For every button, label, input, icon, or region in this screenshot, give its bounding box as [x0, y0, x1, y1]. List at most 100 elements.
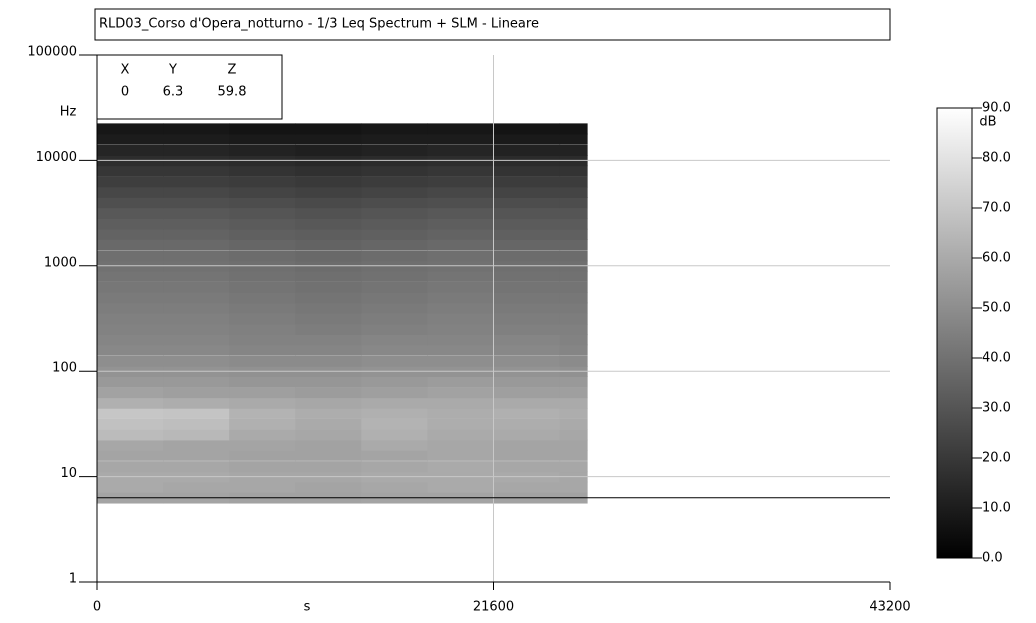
x-axis-label: s — [304, 600, 311, 615]
heatmap-cell — [295, 376, 362, 388]
heatmap-cell — [229, 302, 296, 314]
heatmap-cell — [427, 218, 494, 230]
heatmap-cell — [163, 439, 230, 451]
heatmap-cell — [493, 238, 561, 251]
heatmap-cell — [163, 250, 230, 262]
heatmap-cell — [229, 313, 296, 325]
heatmap-cell — [559, 281, 588, 293]
heatmap-cell — [229, 218, 296, 230]
heatmap-cell — [163, 429, 230, 441]
heatmap-cell — [493, 176, 561, 188]
heatmap-cell — [493, 387, 561, 399]
heatmap-cell — [295, 481, 362, 493]
heatmap-cell — [295, 407, 362, 419]
heatmap-cell — [97, 429, 164, 441]
heatmap-cell — [559, 270, 588, 282]
heatmap-cell — [229, 418, 296, 430]
heatmap-cell — [559, 397, 588, 409]
heatmap-cell — [295, 133, 362, 145]
heatmap-cell — [97, 376, 164, 388]
heatmap-cell — [295, 218, 362, 230]
heatmap-cell — [361, 323, 428, 336]
heatmap-cell — [361, 228, 428, 240]
heatmap-cell — [163, 165, 230, 177]
heatmap-cell — [229, 133, 296, 145]
heatmap-cell — [97, 323, 164, 336]
heatmap-cell — [493, 449, 561, 461]
heatmap-cell — [427, 334, 494, 346]
heatmap-cell — [427, 313, 494, 325]
heatmap-cell — [559, 123, 588, 135]
heatmap-cell — [361, 176, 428, 188]
heatmap-cell — [427, 250, 494, 262]
heatmap-cell — [229, 387, 296, 399]
heatmap-cell — [163, 302, 230, 314]
heatmap-cell — [97, 250, 164, 262]
heatmap-cell — [295, 197, 362, 209]
heatmap-cell — [229, 481, 296, 493]
heatmap-cell — [361, 144, 428, 156]
colorbar-tick-label: 60.0 — [982, 251, 1011, 266]
heatmap-cell — [559, 344, 588, 356]
heatmap-cell — [97, 449, 164, 461]
heatmap-cell — [229, 323, 296, 336]
colorbar-tick-label: 10.0 — [982, 501, 1011, 516]
colorbar-label: dB — [979, 115, 996, 130]
heatmap-cell — [361, 481, 428, 493]
heatmap-cell — [427, 355, 494, 367]
heatmap-cell — [559, 207, 588, 220]
heatmap-cell — [559, 218, 588, 230]
heatmap-cell — [229, 407, 296, 419]
heatmap-cell — [493, 355, 561, 367]
heatmap-cell — [97, 344, 164, 356]
heatmap-cell — [295, 144, 362, 156]
heatmap-cell — [97, 197, 164, 209]
heatmap-cell — [163, 344, 230, 356]
heatmap-cell — [97, 313, 164, 325]
heatmap-cell — [559, 418, 588, 430]
heatmap-cell — [97, 144, 164, 156]
heatmap-cell — [427, 439, 494, 451]
heatmap-cell — [163, 481, 230, 493]
heatmap-cell — [493, 123, 561, 135]
heatmap-cell — [427, 429, 494, 441]
cursor-value: 59.8 — [218, 85, 247, 100]
heatmap-cell — [163, 292, 230, 304]
heatmap-cell — [163, 313, 230, 325]
colorbar-tick-label: 70.0 — [982, 201, 1011, 216]
heatmap-cell — [427, 165, 494, 177]
heatmap-cell — [493, 313, 561, 325]
cursor-value: 6.3 — [163, 85, 184, 100]
heatmap-cell — [361, 397, 428, 409]
heatmap-cell — [229, 376, 296, 388]
heatmap-cell — [361, 197, 428, 209]
heatmap-cell — [493, 218, 561, 230]
heatmap-cell — [559, 176, 588, 188]
colorbar-tick-label: 0.0 — [982, 551, 1003, 566]
heatmap-cell — [97, 270, 164, 282]
heatmap-cell — [229, 123, 296, 135]
heatmap-cell — [163, 387, 230, 399]
heatmap-cell — [361, 439, 428, 451]
heatmap-cell — [559, 323, 588, 336]
heatmap-cell — [559, 186, 588, 198]
heatmap-cell — [97, 123, 164, 135]
heatmap-cell — [229, 270, 296, 282]
heatmap-cell — [295, 228, 362, 240]
heatmap-cell — [97, 133, 164, 145]
heatmap-cell — [163, 397, 230, 409]
heatmap-cell — [427, 449, 494, 461]
heatmap-cell — [295, 270, 362, 282]
heatmap-cell — [295, 397, 362, 409]
heatmap-cell — [361, 387, 428, 399]
heatmap-cell — [427, 387, 494, 399]
x-tick-label: 0 — [93, 600, 101, 615]
heatmap-cell — [229, 449, 296, 461]
heatmap-cell — [97, 481, 164, 493]
heatmap-cell — [163, 123, 230, 135]
heatmap-cell — [427, 176, 494, 188]
heatmap-cell — [295, 334, 362, 346]
heatmap-cell — [295, 292, 362, 304]
